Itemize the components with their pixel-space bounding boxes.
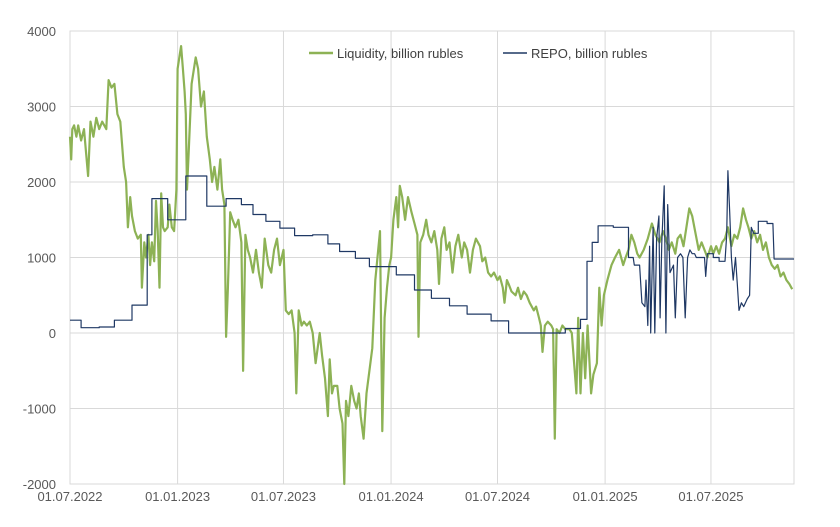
series-line-liquidity — [68, 45, 794, 486]
y-tick-label: 2000 — [27, 175, 56, 190]
y-tick-label: 4000 — [27, 24, 56, 39]
series-line-repo — [70, 170, 794, 334]
y-tick-label: -2000 — [23, 477, 56, 492]
x-tick-label: 01.07.2025 — [678, 489, 743, 504]
y-tick-label: 1000 — [27, 251, 56, 266]
x-tick-label: 01.07.2022 — [37, 489, 102, 504]
y-tick-label: 0 — [49, 326, 56, 341]
legend-label: Liquidity, billion rubles — [337, 46, 464, 61]
series-lines — [68, 45, 794, 486]
gridlines — [69, 30, 795, 485]
x-tick-label: 01.07.2024 — [465, 489, 530, 504]
x-tick-label: 01.01.2025 — [573, 489, 638, 504]
y-tick-label: -1000 — [23, 402, 56, 417]
y-tick-label: 3000 — [27, 100, 56, 115]
x-tick-label: 01.01.2024 — [359, 489, 424, 504]
x-axis-tick-labels: 01.07.2022 01.01.2023 01.07.2023 01.01.2024… — [37, 489, 743, 504]
legend-label: REPO, billion rubles — [531, 46, 648, 61]
legend: Liquidity, billion rubles REPO, billion r… — [309, 46, 648, 61]
x-tick-label: 01.07.2023 — [251, 489, 316, 504]
x-tick-label: 01.01.2023 — [145, 489, 210, 504]
y-axis-tick-labels: -2000 -1000 0 1000 2000 3000 4000 — [23, 24, 56, 492]
